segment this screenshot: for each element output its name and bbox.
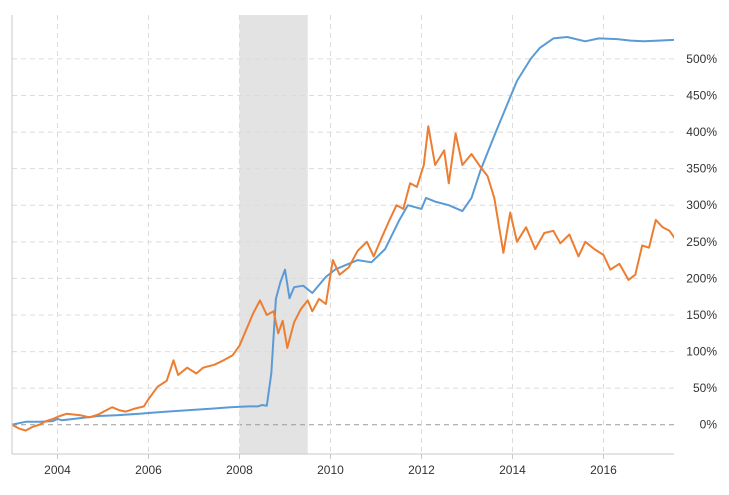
x-tick-labels: 2004 2006 2008 2010 2012 2014 2016 xyxy=(44,463,617,477)
x-tick-label: 2008 xyxy=(226,463,253,477)
recession-band-layer xyxy=(239,15,308,454)
y-tick-labels: 0% 50% 100% 150% 200% 250% 300% 350% 400% 450% 500… xyxy=(686,52,717,432)
y-tick-label: 0% xyxy=(700,418,718,432)
grid-layer xyxy=(12,15,674,454)
y-tick-label: 350% xyxy=(686,162,717,176)
axes-layer xyxy=(11,15,674,459)
x-tick-label: 2006 xyxy=(135,463,162,477)
y-tick-label: 100% xyxy=(686,345,717,359)
recession-band xyxy=(239,15,308,454)
series-line-2 xyxy=(12,125,674,432)
y-tick-label: 450% xyxy=(686,88,717,102)
x-tick-label: 2004 xyxy=(44,463,71,477)
y-tick-label: 150% xyxy=(686,308,717,322)
y-tick-label: 300% xyxy=(686,198,717,212)
x-tick-label: 2010 xyxy=(317,463,344,477)
series-layer xyxy=(12,36,674,432)
y-tick-label: 400% xyxy=(686,125,717,139)
y-tick-label: 500% xyxy=(686,52,717,66)
x-tick-label: 2012 xyxy=(408,463,435,477)
y-tick-label: 50% xyxy=(693,381,717,395)
x-tick-label: 2014 xyxy=(499,463,526,477)
y-tick-label: 250% xyxy=(686,235,717,249)
x-tick-label: 2016 xyxy=(590,463,617,477)
y-tick-label: 200% xyxy=(686,271,717,285)
